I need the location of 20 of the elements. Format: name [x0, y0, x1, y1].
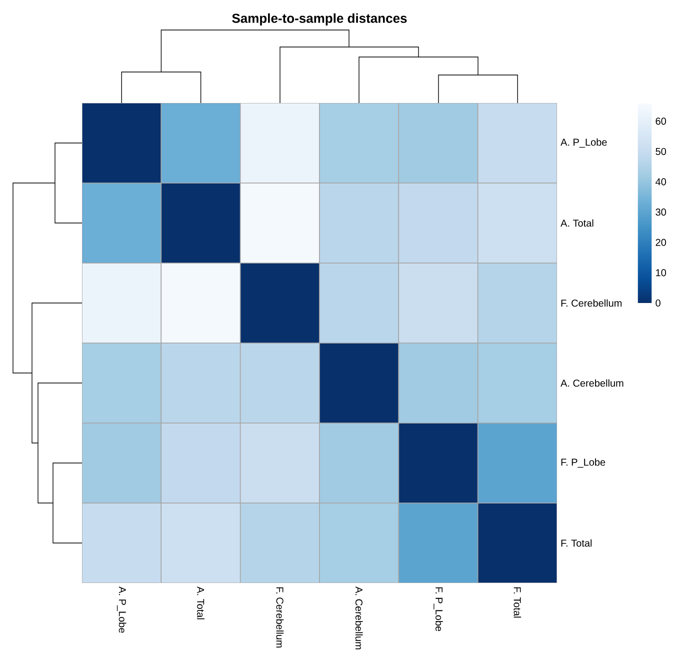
color-bar-label: 30: [656, 208, 666, 216]
color-bar-label: 20: [656, 238, 666, 246]
y-tick-label: A. Total: [560, 219, 594, 227]
y-tick-label: F. P_Lobe: [561, 458, 606, 468]
y-tick-label: F. Total: [561, 539, 592, 547]
color-bar-label: 60: [656, 118, 666, 125]
color-bar-label: 10: [656, 269, 666, 276]
color-bar-label: 40: [656, 178, 666, 186]
x-tick-label: F. Total: [514, 587, 522, 618]
chart-title: Sample-to-sample distances: [232, 13, 407, 26]
x-tick-label: A. P_Lobe: [116, 586, 126, 633]
x-tick-label: F. Cerebellum: [276, 587, 284, 648]
y-tick-label: A. Cerebellum: [560, 379, 624, 387]
color-bar-label: 50: [656, 148, 666, 156]
x-tick-label: F. P_Lobe: [434, 587, 443, 632]
x-tick-label: A. Total: [197, 586, 204, 620]
color-bar-label: 0: [656, 299, 660, 307]
y-tick-label: F. Cerebellum: [561, 299, 622, 307]
x-tick-label: A. Cerebellum: [355, 586, 363, 650]
y-tick-label: A. P_Lobe: [560, 138, 607, 148]
